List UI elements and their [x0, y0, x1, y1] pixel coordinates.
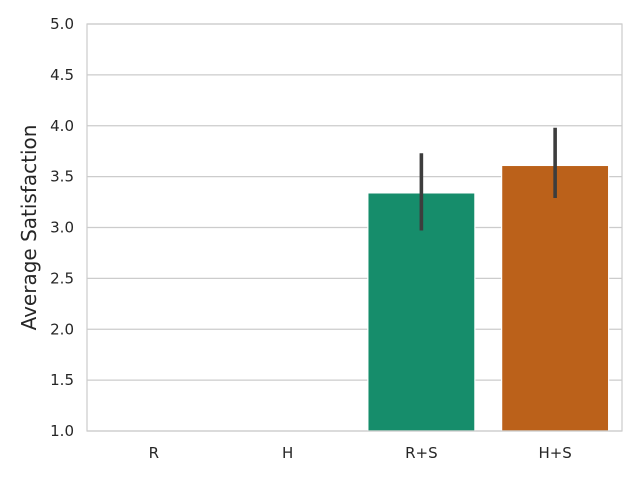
y-tick-label: 3.5 [50, 168, 74, 186]
x-tick-label: H+S [538, 444, 571, 462]
y-tick-label: 4.0 [50, 117, 74, 135]
y-tick-label: 2.5 [50, 269, 74, 287]
y-axis-label: Average Satisfaction [17, 125, 41, 331]
y-tick-label: 5.0 [50, 15, 74, 33]
x-tick-label: R [149, 444, 159, 462]
y-tick-label: 2.0 [50, 320, 74, 338]
y-tick-label: 3.0 [50, 219, 74, 237]
x-tick-label: R+S [405, 444, 438, 462]
y-tick-labels: 1.0 1.5 2.0 2.5 3.0 3.5 4.0 4.5 5.0 [50, 15, 74, 440]
bar [502, 165, 609, 431]
y-tick-label: 4.5 [50, 66, 74, 84]
y-tick-label: 1.0 [50, 422, 74, 440]
x-tick-label: H [282, 444, 293, 462]
x-tick-labels: R H R+S H+S [149, 444, 572, 462]
y-tick-label: 1.5 [50, 371, 74, 389]
bars [368, 165, 609, 431]
